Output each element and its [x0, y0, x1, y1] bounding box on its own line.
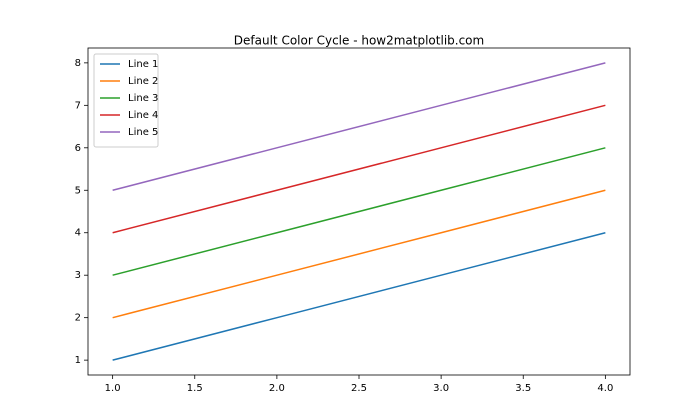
y-tick-label: 1 — [75, 355, 81, 366]
line — [112, 147, 606, 276]
legend-label: Line 1 — [128, 59, 158, 70]
y-tick-label: 6 — [75, 143, 81, 154]
x-tick-label: 1.0 — [105, 383, 121, 394]
legend-label: Line 2 — [128, 76, 158, 87]
x-tick-label: 3.0 — [433, 383, 449, 394]
y-tick-label: 8 — [75, 58, 81, 69]
x-tick-label: 2.5 — [351, 383, 367, 394]
line — [112, 62, 606, 191]
x-tick-label: 4.0 — [597, 383, 613, 394]
y-tick-label: 3 — [75, 270, 81, 281]
y-tick-label: 5 — [75, 185, 81, 196]
x-tick-label: 3.5 — [515, 383, 531, 394]
plot-frame — [87, 47, 631, 376]
y-tick-label: 2 — [75, 313, 81, 324]
x-tick-label: 2.0 — [269, 383, 285, 394]
legend-label: Line 4 — [128, 110, 158, 121]
legend: Line 1 Line 2 Line 3 Line 4 Line 5 — [93, 53, 159, 148]
x-tick-label: 1.5 — [187, 383, 203, 394]
y-tick-label: 4 — [75, 228, 81, 239]
line — [112, 104, 606, 234]
line — [112, 189, 606, 319]
legend-label: Line 5 — [128, 127, 158, 138]
chart-title: Default Color Cycle - how2matplotlib.com — [234, 34, 484, 48]
legend-label: Line 3 — [128, 93, 158, 104]
line — [112, 232, 606, 361]
y-tick-label: 7 — [75, 100, 81, 111]
legend-box — [93, 53, 159, 148]
